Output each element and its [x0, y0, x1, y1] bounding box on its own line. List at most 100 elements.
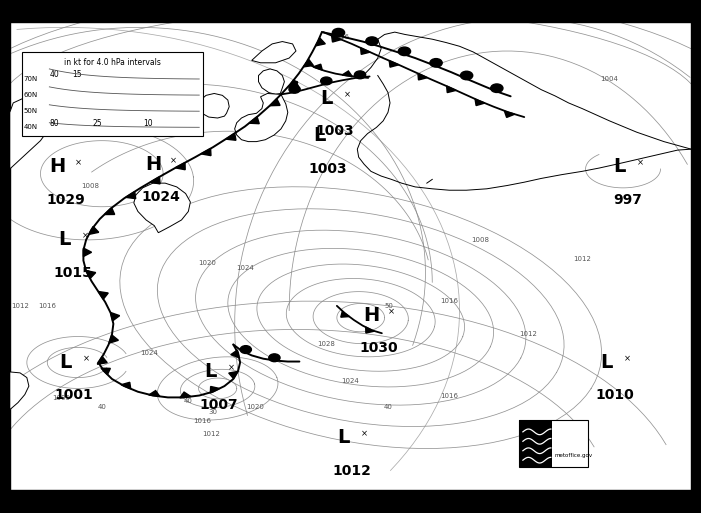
Text: L: L — [205, 362, 217, 382]
Text: ×: × — [388, 307, 395, 316]
Text: H: H — [363, 306, 379, 325]
Text: metoffice.gov: metoffice.gov — [555, 453, 593, 458]
Text: 50N: 50N — [23, 108, 38, 114]
Text: 1024: 1024 — [142, 190, 181, 204]
Text: 1004: 1004 — [601, 76, 618, 82]
Polygon shape — [418, 73, 428, 80]
Polygon shape — [150, 177, 160, 184]
Text: 1028: 1028 — [318, 341, 336, 347]
Text: 50: 50 — [385, 303, 394, 309]
Polygon shape — [252, 42, 296, 63]
Text: ×: × — [81, 231, 88, 241]
Polygon shape — [121, 382, 130, 389]
Polygon shape — [226, 133, 236, 140]
Polygon shape — [341, 311, 349, 317]
Polygon shape — [475, 99, 485, 106]
Text: in kt for 4.0 hPa intervals: in kt for 4.0 hPa intervals — [64, 57, 161, 67]
Text: 40: 40 — [383, 404, 393, 410]
Text: H: H — [145, 155, 161, 174]
Polygon shape — [86, 270, 96, 279]
Text: ×: × — [637, 159, 644, 167]
Polygon shape — [360, 48, 370, 54]
Text: 1012: 1012 — [332, 464, 372, 478]
Polygon shape — [304, 59, 313, 67]
Text: L: L — [320, 89, 333, 108]
Text: 15: 15 — [72, 70, 81, 79]
Text: 1029: 1029 — [46, 192, 85, 207]
Polygon shape — [229, 371, 238, 379]
Polygon shape — [447, 86, 456, 92]
Text: H: H — [49, 157, 66, 176]
Polygon shape — [109, 335, 118, 343]
Circle shape — [366, 37, 378, 45]
Text: 1003: 1003 — [308, 162, 347, 176]
Polygon shape — [97, 357, 107, 364]
Polygon shape — [125, 192, 136, 199]
Text: 1007: 1007 — [200, 398, 238, 412]
Text: 1024: 1024 — [141, 350, 158, 356]
Text: L: L — [613, 157, 626, 176]
Text: 1015: 1015 — [53, 266, 92, 280]
Polygon shape — [366, 327, 374, 333]
Text: 1020: 1020 — [198, 261, 217, 266]
Polygon shape — [342, 71, 352, 76]
Text: L: L — [601, 353, 613, 372]
Circle shape — [430, 58, 442, 67]
Circle shape — [289, 85, 300, 93]
Polygon shape — [201, 149, 211, 155]
Circle shape — [461, 71, 472, 80]
Polygon shape — [505, 111, 515, 117]
Text: 80: 80 — [50, 120, 60, 128]
Polygon shape — [259, 69, 285, 94]
Text: 1024: 1024 — [341, 379, 360, 384]
Polygon shape — [83, 248, 92, 256]
Text: 1001: 1001 — [55, 388, 93, 402]
Polygon shape — [231, 350, 239, 358]
FancyBboxPatch shape — [519, 420, 552, 467]
Text: 70N: 70N — [23, 76, 38, 82]
Text: ×: × — [337, 128, 344, 136]
Text: L: L — [313, 126, 326, 146]
Text: 40: 40 — [184, 398, 193, 404]
Text: 1012: 1012 — [573, 255, 591, 262]
Circle shape — [240, 346, 252, 353]
Text: ×: × — [170, 156, 177, 165]
Text: 25: 25 — [93, 120, 102, 128]
Text: 1012: 1012 — [519, 331, 536, 337]
Text: 10: 10 — [143, 120, 153, 128]
Text: ×: × — [228, 364, 235, 372]
Text: ×: × — [343, 90, 350, 99]
Polygon shape — [199, 93, 229, 118]
Text: ×: × — [83, 354, 90, 363]
Polygon shape — [98, 291, 108, 299]
FancyBboxPatch shape — [22, 52, 203, 136]
Polygon shape — [149, 390, 160, 397]
Polygon shape — [270, 98, 280, 106]
Text: L: L — [58, 230, 71, 249]
Circle shape — [398, 47, 411, 55]
Circle shape — [268, 354, 280, 362]
Text: ×: × — [624, 354, 631, 363]
Polygon shape — [175, 163, 185, 170]
Text: 1016: 1016 — [332, 34, 349, 40]
Polygon shape — [180, 392, 191, 398]
Circle shape — [491, 84, 503, 92]
Text: 40: 40 — [97, 404, 107, 410]
Polygon shape — [315, 38, 325, 46]
Text: 1016: 1016 — [193, 419, 212, 424]
Text: ×: × — [361, 430, 368, 439]
Text: ×: × — [74, 159, 81, 167]
Circle shape — [320, 77, 332, 85]
Text: 1010: 1010 — [595, 388, 634, 402]
Polygon shape — [10, 372, 29, 410]
Polygon shape — [134, 183, 191, 233]
Circle shape — [332, 28, 345, 37]
Text: 1030: 1030 — [360, 341, 398, 355]
Polygon shape — [249, 117, 259, 124]
Text: 1016: 1016 — [39, 303, 56, 309]
Text: L: L — [337, 428, 350, 447]
Text: 1020: 1020 — [246, 404, 264, 410]
Text: 1016: 1016 — [440, 392, 458, 399]
Polygon shape — [332, 35, 341, 42]
Polygon shape — [111, 312, 120, 321]
